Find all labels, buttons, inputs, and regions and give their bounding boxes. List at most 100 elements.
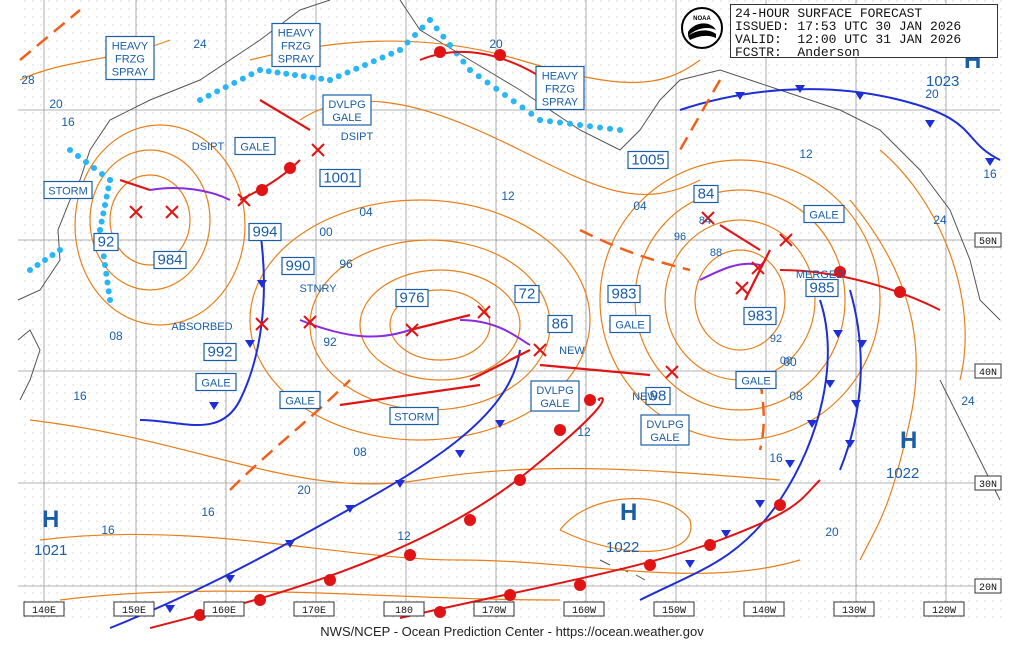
ice-edge-dot bbox=[239, 75, 246, 82]
boxed-label-text: DVLPG bbox=[328, 99, 365, 111]
ice-edge-dot bbox=[105, 288, 112, 295]
isobar-labels: 24 28 20 16 08 04 00 96 92 12 20 16 12 08 16 12 20 16 24 20… bbox=[21, 37, 997, 543]
low-center-x bbox=[701, 211, 715, 225]
ice-edge-dot bbox=[98, 218, 105, 225]
cold-front-barb bbox=[685, 560, 695, 568]
boxed-label-text: 984 bbox=[157, 252, 182, 269]
boxed-label-text: 990 bbox=[285, 258, 310, 275]
boxed-label-text: 86 bbox=[552, 316, 569, 333]
isobar-label: 24 bbox=[933, 213, 947, 227]
ice-edge-dot bbox=[528, 110, 535, 117]
noaa-logo: NOAA bbox=[681, 7, 723, 49]
svg-text:30N: 30N bbox=[979, 480, 997, 491]
longitude-label: 140W bbox=[743, 601, 785, 617]
cold-front-barb bbox=[985, 158, 995, 166]
boxed-label-text: STORM bbox=[394, 412, 434, 424]
ice-edge-dot bbox=[379, 54, 386, 61]
boxed-label-text: GALE bbox=[285, 396, 314, 408]
isobar-label: 08 bbox=[789, 389, 803, 403]
isobar-label: 20 bbox=[825, 525, 839, 539]
boxed-label-text: 994 bbox=[252, 224, 277, 241]
ice-edge-dot bbox=[222, 84, 229, 91]
ice-edge-dot bbox=[105, 185, 112, 192]
ice-edge-dot bbox=[75, 153, 81, 159]
warm-front-bump bbox=[704, 539, 716, 551]
cold-front-barb bbox=[845, 440, 855, 448]
ice-edge-dot bbox=[440, 33, 447, 40]
boxed-label-text: 1001 bbox=[323, 170, 356, 187]
longitude-label: 150E bbox=[113, 601, 155, 617]
svg-text:160E: 160E bbox=[212, 606, 236, 617]
latitude-label: 20N bbox=[974, 578, 1002, 594]
plain-label: 84 bbox=[699, 215, 711, 227]
ice-edge-dot bbox=[557, 119, 563, 126]
warm-front-bump bbox=[584, 394, 596, 406]
forecast-info-box: 24-HOUR SURFACE FORECAST ISSUED: 17:53 U… bbox=[730, 4, 998, 60]
boxed-label-text: 983 bbox=[611, 286, 636, 303]
plain-label: 00 bbox=[780, 355, 792, 367]
cold-front-barb bbox=[807, 420, 817, 428]
warm-front-bump bbox=[434, 606, 446, 618]
ice-edge-dot bbox=[309, 74, 316, 81]
isobar-label: 12 bbox=[397, 529, 411, 543]
ice-edge-dot bbox=[493, 85, 500, 92]
boxed-label-text: 983 bbox=[747, 308, 772, 325]
longitude-label: 150W bbox=[653, 601, 695, 617]
boxed-label: 1005 bbox=[627, 150, 669, 170]
low-center-x bbox=[129, 205, 143, 219]
ice-edge-dot bbox=[327, 77, 333, 83]
isobar-label: 16 bbox=[73, 389, 87, 403]
warm-front-bump bbox=[504, 589, 516, 601]
ice-edge-dot bbox=[104, 279, 111, 286]
svg-text:50N: 50N bbox=[979, 237, 997, 248]
warm-front-bump bbox=[494, 49, 506, 61]
isobar-label: 12 bbox=[501, 189, 515, 203]
warm-front-bump bbox=[574, 579, 586, 591]
boxed-label: 994 bbox=[248, 222, 282, 242]
longitude-label: 160E bbox=[203, 601, 245, 617]
ice-edge-dot bbox=[103, 270, 110, 277]
boxed-label-text: HEAVY bbox=[112, 41, 149, 53]
ice-edge-dot bbox=[231, 79, 238, 86]
high-center-value: 1022 bbox=[886, 465, 919, 482]
low-center-x bbox=[165, 205, 179, 219]
low-center-x bbox=[665, 365, 679, 379]
boxed-label: GALE bbox=[195, 372, 237, 392]
isobar-label: 00 bbox=[783, 355, 797, 369]
low-center-x bbox=[735, 281, 749, 295]
boxed-label-text: DVLPG bbox=[536, 385, 573, 397]
ice-edge-dot bbox=[460, 58, 467, 65]
boxed-label-text: 976 bbox=[399, 290, 424, 307]
plain-label: DSIPT bbox=[192, 141, 225, 153]
plain-label: NEW bbox=[559, 345, 585, 357]
ice-edge-dot bbox=[502, 92, 508, 98]
ice-edge-dot bbox=[397, 47, 403, 53]
boxed-label: GALE bbox=[803, 204, 845, 224]
boxed-label-text: DVLPG bbox=[646, 419, 683, 431]
ice-edge-dot bbox=[99, 171, 105, 177]
boxed-label-text: FRZG bbox=[281, 41, 311, 53]
isobar-label: 16 bbox=[769, 451, 783, 465]
ice-edge-dot bbox=[427, 17, 433, 23]
plain-label: STNRY bbox=[299, 283, 337, 295]
cold-front-barb bbox=[245, 340, 255, 348]
warm-front-bump bbox=[834, 266, 846, 278]
forecaster: FCSTR: Anderson bbox=[735, 45, 860, 60]
cold-front-barb bbox=[857, 340, 867, 348]
ice-edge-dot bbox=[404, 39, 411, 46]
longitude-label: 160W bbox=[563, 601, 605, 617]
cold-front-barb bbox=[285, 540, 295, 548]
ice-edge-dot bbox=[91, 165, 97, 171]
ice-edge-dot bbox=[510, 98, 517, 105]
isobar-label: 00 bbox=[319, 225, 333, 239]
boxed-label-text: HEAVY bbox=[278, 28, 315, 40]
svg-text:180: 180 bbox=[395, 606, 413, 617]
boxed-label-text: GALE bbox=[201, 378, 230, 390]
ice-edge-dot bbox=[484, 79, 491, 86]
plain-label: 92 bbox=[770, 333, 782, 345]
cold-front-barb bbox=[925, 120, 935, 128]
